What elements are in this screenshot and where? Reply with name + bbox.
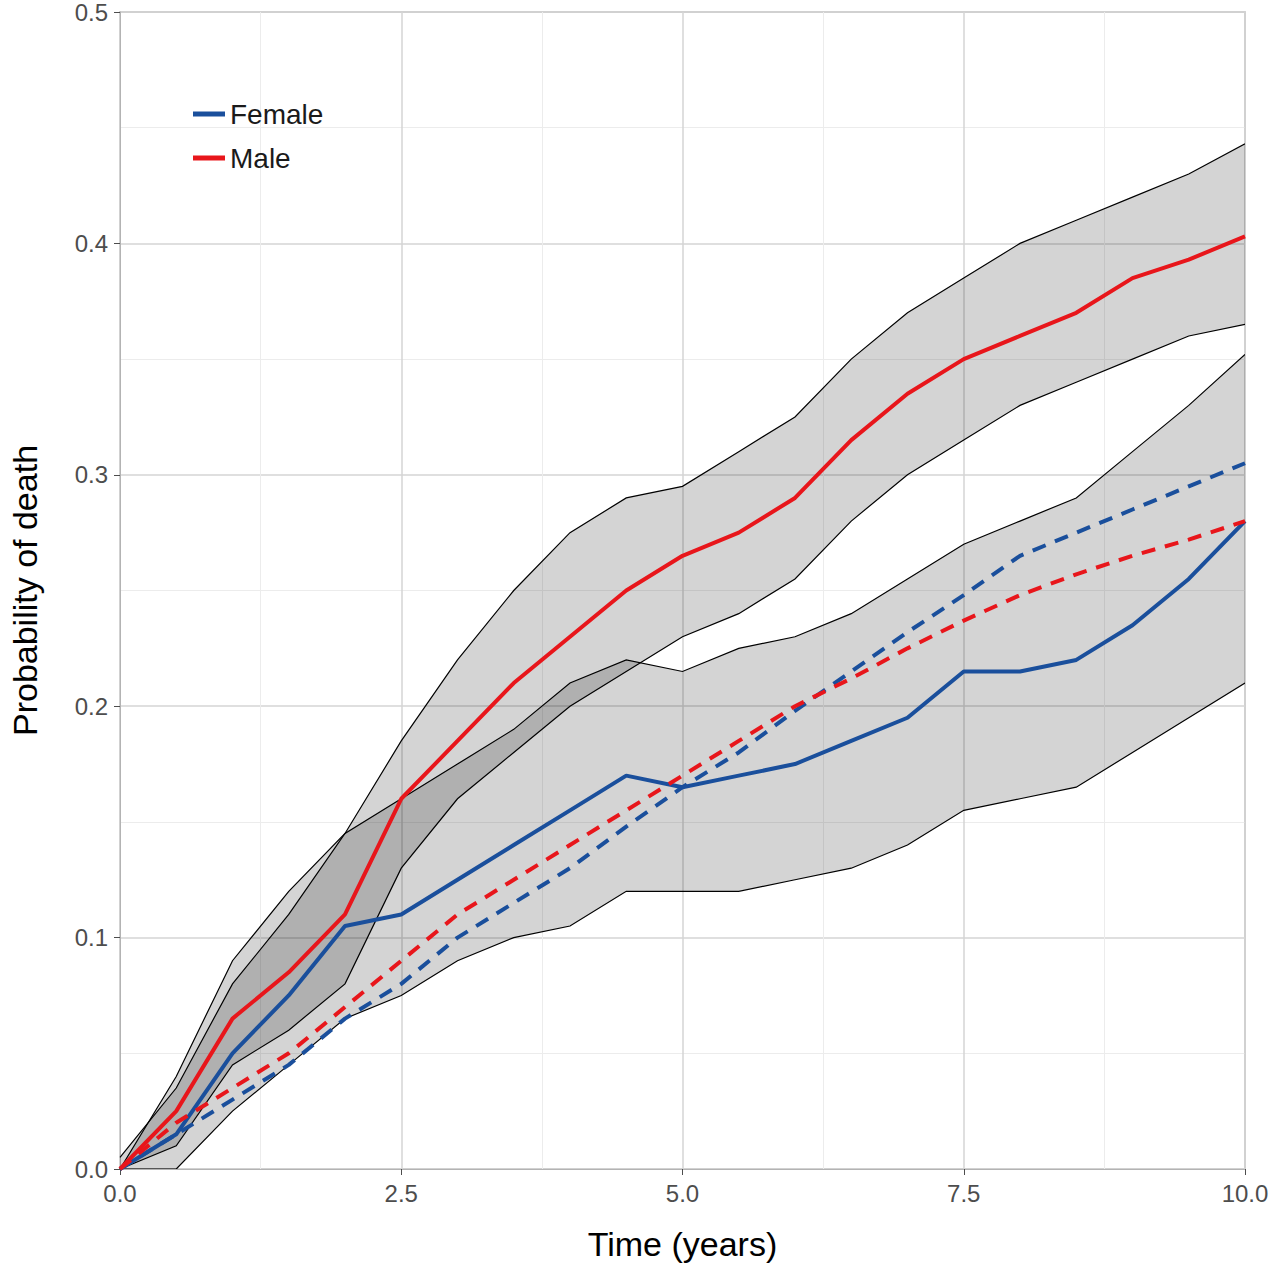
svg-text:0.4: 0.4 bbox=[75, 230, 108, 257]
svg-text:0.5: 0.5 bbox=[75, 0, 108, 26]
svg-text:2.5: 2.5 bbox=[385, 1180, 418, 1207]
svg-text:0.0: 0.0 bbox=[103, 1180, 136, 1207]
svg-text:0.2: 0.2 bbox=[75, 693, 108, 720]
svg-text:0.3: 0.3 bbox=[75, 461, 108, 488]
svg-text:Time (years): Time (years) bbox=[588, 1225, 778, 1263]
svg-text:Male: Male bbox=[230, 143, 291, 174]
svg-text:10.0: 10.0 bbox=[1222, 1180, 1269, 1207]
svg-text:5.0: 5.0 bbox=[666, 1180, 699, 1207]
svg-text:0.0: 0.0 bbox=[75, 1156, 108, 1183]
svg-text:0.1: 0.1 bbox=[75, 924, 108, 951]
svg-text:Probability of death: Probability of death bbox=[6, 445, 44, 736]
svg-text:Female: Female bbox=[230, 99, 323, 130]
svg-text:7.5: 7.5 bbox=[947, 1180, 980, 1207]
